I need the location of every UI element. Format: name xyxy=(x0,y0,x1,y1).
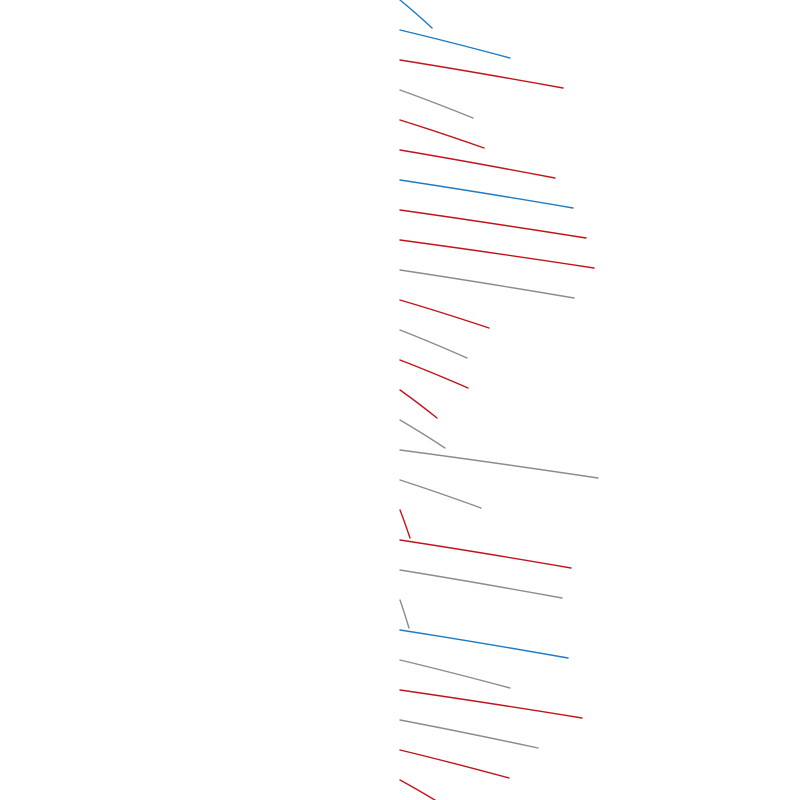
stroke-gray xyxy=(399,719,539,749)
stroke-red xyxy=(399,509,411,539)
stroke-gray xyxy=(399,419,446,449)
stroke-red xyxy=(399,749,510,779)
stroke-red xyxy=(399,299,490,329)
stroke-gray xyxy=(399,269,575,299)
stroke-red xyxy=(399,239,595,269)
stroke-red xyxy=(399,389,438,419)
stroke-blue xyxy=(399,179,574,209)
stroke-red xyxy=(399,149,556,179)
stroke-red xyxy=(399,59,564,89)
stroke-red xyxy=(399,539,572,569)
stroke-blue xyxy=(399,29,511,59)
stroke-red xyxy=(399,359,469,389)
stroke-gray xyxy=(399,479,482,509)
stroke-gray xyxy=(399,329,468,359)
stroke-gray xyxy=(399,569,563,599)
stroke-blue xyxy=(399,0,433,29)
stroke-red xyxy=(399,119,485,149)
stroke-red xyxy=(399,689,583,719)
stroke-red xyxy=(399,209,587,239)
stroke-red xyxy=(399,779,437,800)
stroke-blue xyxy=(399,629,569,659)
stroke-gray xyxy=(399,449,599,479)
stroke-gray xyxy=(399,89,474,119)
stroke-gray xyxy=(399,599,410,629)
stroke-gray xyxy=(399,659,511,689)
